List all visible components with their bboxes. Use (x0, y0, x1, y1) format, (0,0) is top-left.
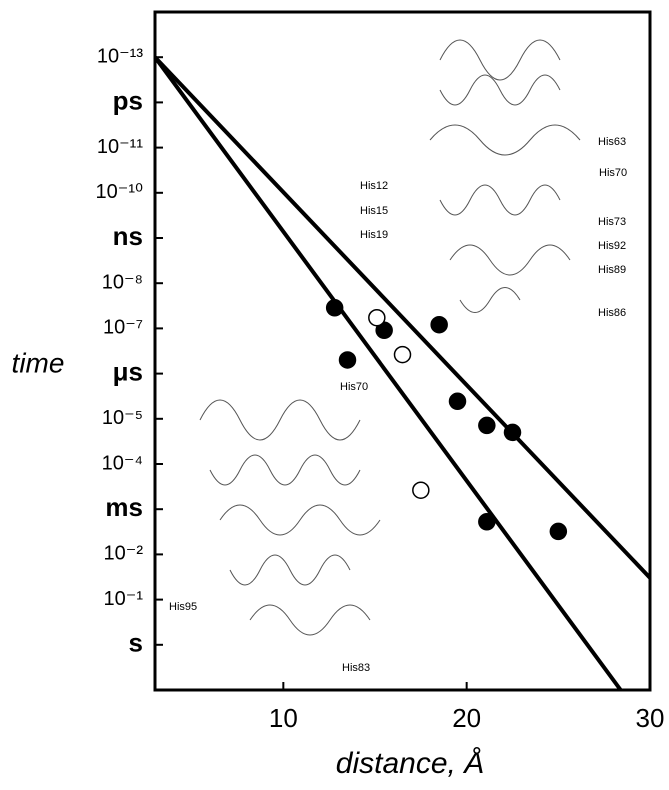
y-tick-label: 10⁻¹⁰ (96, 181, 143, 203)
data-point (448, 392, 467, 411)
y-axis-label: time (12, 347, 65, 378)
x-tick-label: 20 (452, 703, 481, 733)
annotation: His92 (598, 240, 626, 252)
y-tick-label: 10⁻⁷ (103, 317, 143, 339)
annotation: His15 (360, 205, 388, 217)
y-tick-label: ms (105, 492, 143, 522)
annotation: His73 (598, 216, 626, 228)
annotation: His95 (169, 601, 197, 613)
y-tick-label: 10⁻² (104, 543, 144, 565)
annotation: His89 (598, 264, 626, 276)
y-tick-label: 10⁻¹¹ (97, 136, 143, 158)
data-point (478, 416, 496, 435)
data-point (503, 423, 522, 442)
data-point (325, 299, 344, 317)
y-tick-label: μs (113, 356, 143, 386)
data-point (430, 315, 448, 334)
fit-line (153, 56, 623, 692)
helix-sketch (429, 39, 581, 313)
plot-frame (153, 10, 652, 692)
y-tick-label: 10⁻⁴ (102, 452, 143, 474)
data-point (338, 351, 357, 369)
annotation: His19 (360, 229, 388, 241)
y-tick-label: 10⁻⁸ (102, 271, 143, 293)
annotation: His70 (599, 167, 627, 179)
helix-sketch (199, 399, 381, 636)
annotation: His12 (360, 180, 388, 192)
y-tick-label: 10⁻¹ (104, 588, 144, 610)
annotation: His86 (598, 307, 626, 319)
x-tick-label: 10 (269, 703, 298, 733)
x-tick-label: 30 (636, 703, 665, 733)
y-tick-label: ns (113, 221, 143, 251)
x-axis-label: distance, Å (336, 747, 484, 780)
y-tick-label: 10⁻⁵ (102, 407, 143, 429)
annotation: His63 (598, 136, 626, 148)
data-point (549, 522, 568, 541)
data-point (393, 345, 412, 364)
data-point (478, 513, 496, 531)
annotation: His70 (340, 381, 368, 393)
data-point (368, 308, 386, 327)
data-point (412, 481, 430, 499)
y-tick-label: ps (113, 85, 143, 115)
fit-line (153, 55, 652, 580)
y-tick-label: 10⁻¹³ (97, 45, 143, 67)
y-tick-label: s (129, 628, 143, 658)
protein-sketches (199, 39, 581, 636)
annotation: His83 (342, 662, 370, 674)
